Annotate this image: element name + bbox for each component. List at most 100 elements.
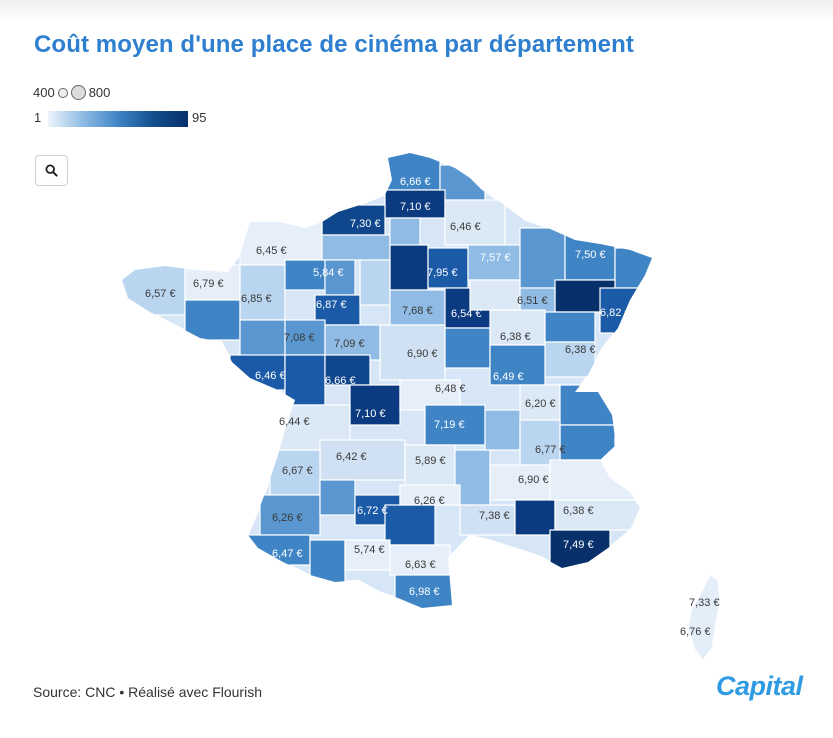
- dept-tile[interactable]: [259, 494, 321, 536]
- dept-tile[interactable]: [444, 199, 506, 246]
- map-label: 6,48 €: [435, 383, 466, 395]
- dept-tile[interactable]: [321, 234, 391, 261]
- dept-tile[interactable]: [519, 384, 561, 421]
- map-label: 6,90 €: [407, 348, 438, 360]
- map-label: 7,08 €: [284, 332, 315, 344]
- dept-tile[interactable]: [549, 459, 641, 501]
- dept-tile[interactable]: [439, 164, 486, 201]
- map-label: 6,63 €: [405, 559, 436, 571]
- map-label: 6,20 €: [525, 398, 556, 410]
- dept-tile[interactable]: [559, 384, 616, 426]
- dept-tile[interactable]: [239, 319, 286, 361]
- dept-tile[interactable]: [559, 424, 616, 461]
- map-label: 6,44 €: [279, 416, 310, 428]
- map-label: 6,49 €: [493, 371, 524, 383]
- map-label: 6,51 €: [517, 295, 548, 307]
- dept-tile[interactable]: [484, 409, 521, 451]
- size-legend-max: 800: [88, 85, 111, 100]
- dept-tile[interactable]: [284, 259, 326, 291]
- dept-tile[interactable]: [379, 324, 446, 381]
- dept-tile[interactable]: [544, 311, 596, 343]
- dept-tile[interactable]: [324, 259, 356, 296]
- map-label: 6,85 €: [241, 293, 272, 305]
- map-label: 6,54 €: [451, 308, 482, 320]
- dept-tile[interactable]: [284, 354, 326, 406]
- dept-tile[interactable]: [444, 327, 491, 369]
- dept-tile[interactable]: [309, 539, 346, 586]
- map-label: 5,84 €: [313, 267, 344, 279]
- map-label: 7,19 €: [434, 419, 465, 431]
- map-label: 6,66 €: [325, 375, 356, 387]
- size-legend-min: 400: [33, 85, 55, 100]
- dept-tile[interactable]: [359, 259, 391, 306]
- map-label: 6,45 €: [256, 245, 287, 257]
- map-label: 6,66 €: [400, 176, 431, 188]
- dept-tile[interactable]: [184, 299, 241, 341]
- color-legend-max: 95: [192, 110, 207, 125]
- search-icon: [45, 164, 58, 177]
- chart-title: Coût moyen d'une place de cinéma par dép…: [34, 31, 634, 58]
- dept-tile[interactable]: [389, 217, 421, 249]
- map-label: 7,50 €: [575, 249, 606, 261]
- map-label: 6,82 €: [600, 307, 631, 319]
- dept-tile[interactable]: [284, 319, 326, 356]
- dept-tile[interactable]: [399, 484, 461, 506]
- corsica-shape[interactable]: [687, 574, 721, 661]
- map-label: 6,38 €: [565, 344, 596, 356]
- map-label: 7,38 €: [479, 510, 510, 522]
- map-label: 7,49 €: [563, 539, 594, 551]
- map-label: 6,90 €: [518, 474, 549, 486]
- map-label: 6,98 €: [409, 586, 440, 598]
- map-label: 5,89 €: [415, 455, 446, 467]
- map-label: 7,09 €: [334, 338, 365, 350]
- map-label: 6,46 €: [255, 370, 286, 382]
- map-label: 6,38 €: [563, 505, 594, 517]
- dept-tile[interactable]: [489, 344, 546, 386]
- top-bar: [0, 0, 833, 22]
- dept-tile[interactable]: [389, 289, 446, 326]
- map-label: 6,26 €: [414, 495, 445, 507]
- departments: [122, 153, 655, 608]
- map-label: 6,42 €: [336, 451, 367, 463]
- map-label: 6,72 €: [357, 505, 388, 517]
- dept-tile[interactable]: [319, 439, 406, 481]
- dept-tile[interactable]: [554, 499, 641, 531]
- color-legend-min: 1: [34, 110, 42, 125]
- dept-tile[interactable]: [239, 219, 323, 266]
- dept-tile[interactable]: [459, 504, 516, 536]
- map-label: 7,33 €: [689, 597, 720, 609]
- map-label: 6,26 €: [272, 512, 303, 524]
- map-label: 6,46 €: [450, 221, 481, 233]
- dept-tile[interactable]: [614, 247, 655, 289]
- small-circle-icon: [57, 87, 68, 98]
- dept-tile[interactable]: [269, 449, 321, 496]
- map-label: 6,47 €: [272, 548, 303, 560]
- dept-tile[interactable]: [384, 504, 436, 546]
- map-label: 6,77 €: [535, 444, 566, 456]
- dept-tile[interactable]: [389, 244, 429, 291]
- map-label: 7,68 €: [402, 305, 433, 317]
- dept-tile[interactable]: [344, 539, 391, 571]
- map-label: 5,74 €: [354, 544, 385, 556]
- size-legend: 400 800: [33, 85, 110, 100]
- color-ramp: [48, 111, 188, 127]
- dept-tile[interactable]: [489, 464, 551, 501]
- large-circle-icon: [70, 85, 86, 100]
- dept-tile[interactable]: [324, 354, 371, 386]
- dept-tile[interactable]: [544, 341, 596, 378]
- dept-tile[interactable]: [514, 499, 556, 536]
- map-label: 7,10 €: [400, 201, 431, 213]
- dept-tile[interactable]: [389, 544, 451, 576]
- source-note: Source: CNC • Réalisé avec Flourish: [33, 684, 262, 700]
- dept-tile[interactable]: [519, 227, 566, 289]
- capital-logo[interactable]: Capital: [716, 671, 803, 701]
- dept-tile[interactable]: [469, 279, 521, 311]
- dept-tile[interactable]: [319, 479, 356, 516]
- map-label: 7,95 €: [427, 267, 458, 279]
- value-labels: 6,66 € 7,10 € 7,30 € 6,46 € 6,45 € 5,84 …: [145, 176, 720, 638]
- dept-tile[interactable]: [404, 444, 456, 486]
- dept-tile[interactable]: [519, 419, 561, 466]
- map-label: 7,57 €: [480, 252, 511, 264]
- zoom-button[interactable]: [35, 155, 68, 186]
